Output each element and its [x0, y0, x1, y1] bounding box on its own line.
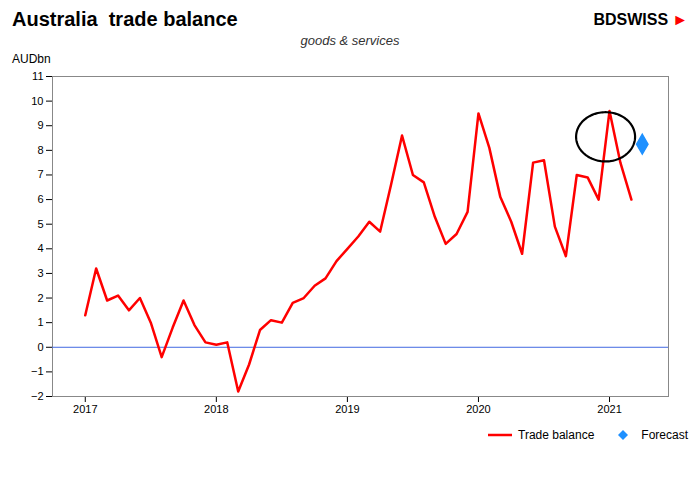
svg-text:7: 7 — [37, 168, 43, 180]
html-text:BDSWISS ►: BDSWISS ► — [593, 10, 688, 28]
svg-text:2021: 2021 — [597, 403, 621, 415]
svg-text:1: 1 — [37, 316, 43, 328]
svg-text:2019: 2019 — [335, 403, 359, 415]
svg-text:2020: 2020 — [466, 403, 490, 415]
svg-text:5: 5 — [37, 218, 43, 230]
svg-text:3: 3 — [37, 267, 43, 279]
svg-text:6: 6 — [37, 193, 43, 205]
html-text:Australia trade balance: Australia trade balance — [12, 8, 238, 30]
svg-text:2: 2 — [37, 292, 43, 304]
svg-text:2017: 2017 — [73, 403, 97, 415]
svg-text:−2: −2 — [31, 390, 44, 402]
html-text:Forecast: Forecast — [641, 428, 688, 442]
svg-text:10: 10 — [31, 95, 43, 107]
svg-text:11: 11 — [32, 70, 43, 82]
svg-text:−1: −1 — [31, 365, 44, 377]
svg-text:9: 9 — [37, 119, 43, 131]
svg-text:8: 8 — [37, 144, 43, 156]
svg-text:0: 0 — [37, 341, 43, 353]
svg-text:4: 4 — [37, 242, 43, 254]
html-text:AUDbn: AUDbn — [12, 52, 51, 66]
html-text:goods & services: goods & services — [300, 33, 400, 48]
html-text:Trade balance: Trade balance — [518, 428, 595, 442]
svg-text:2018: 2018 — [204, 403, 228, 415]
